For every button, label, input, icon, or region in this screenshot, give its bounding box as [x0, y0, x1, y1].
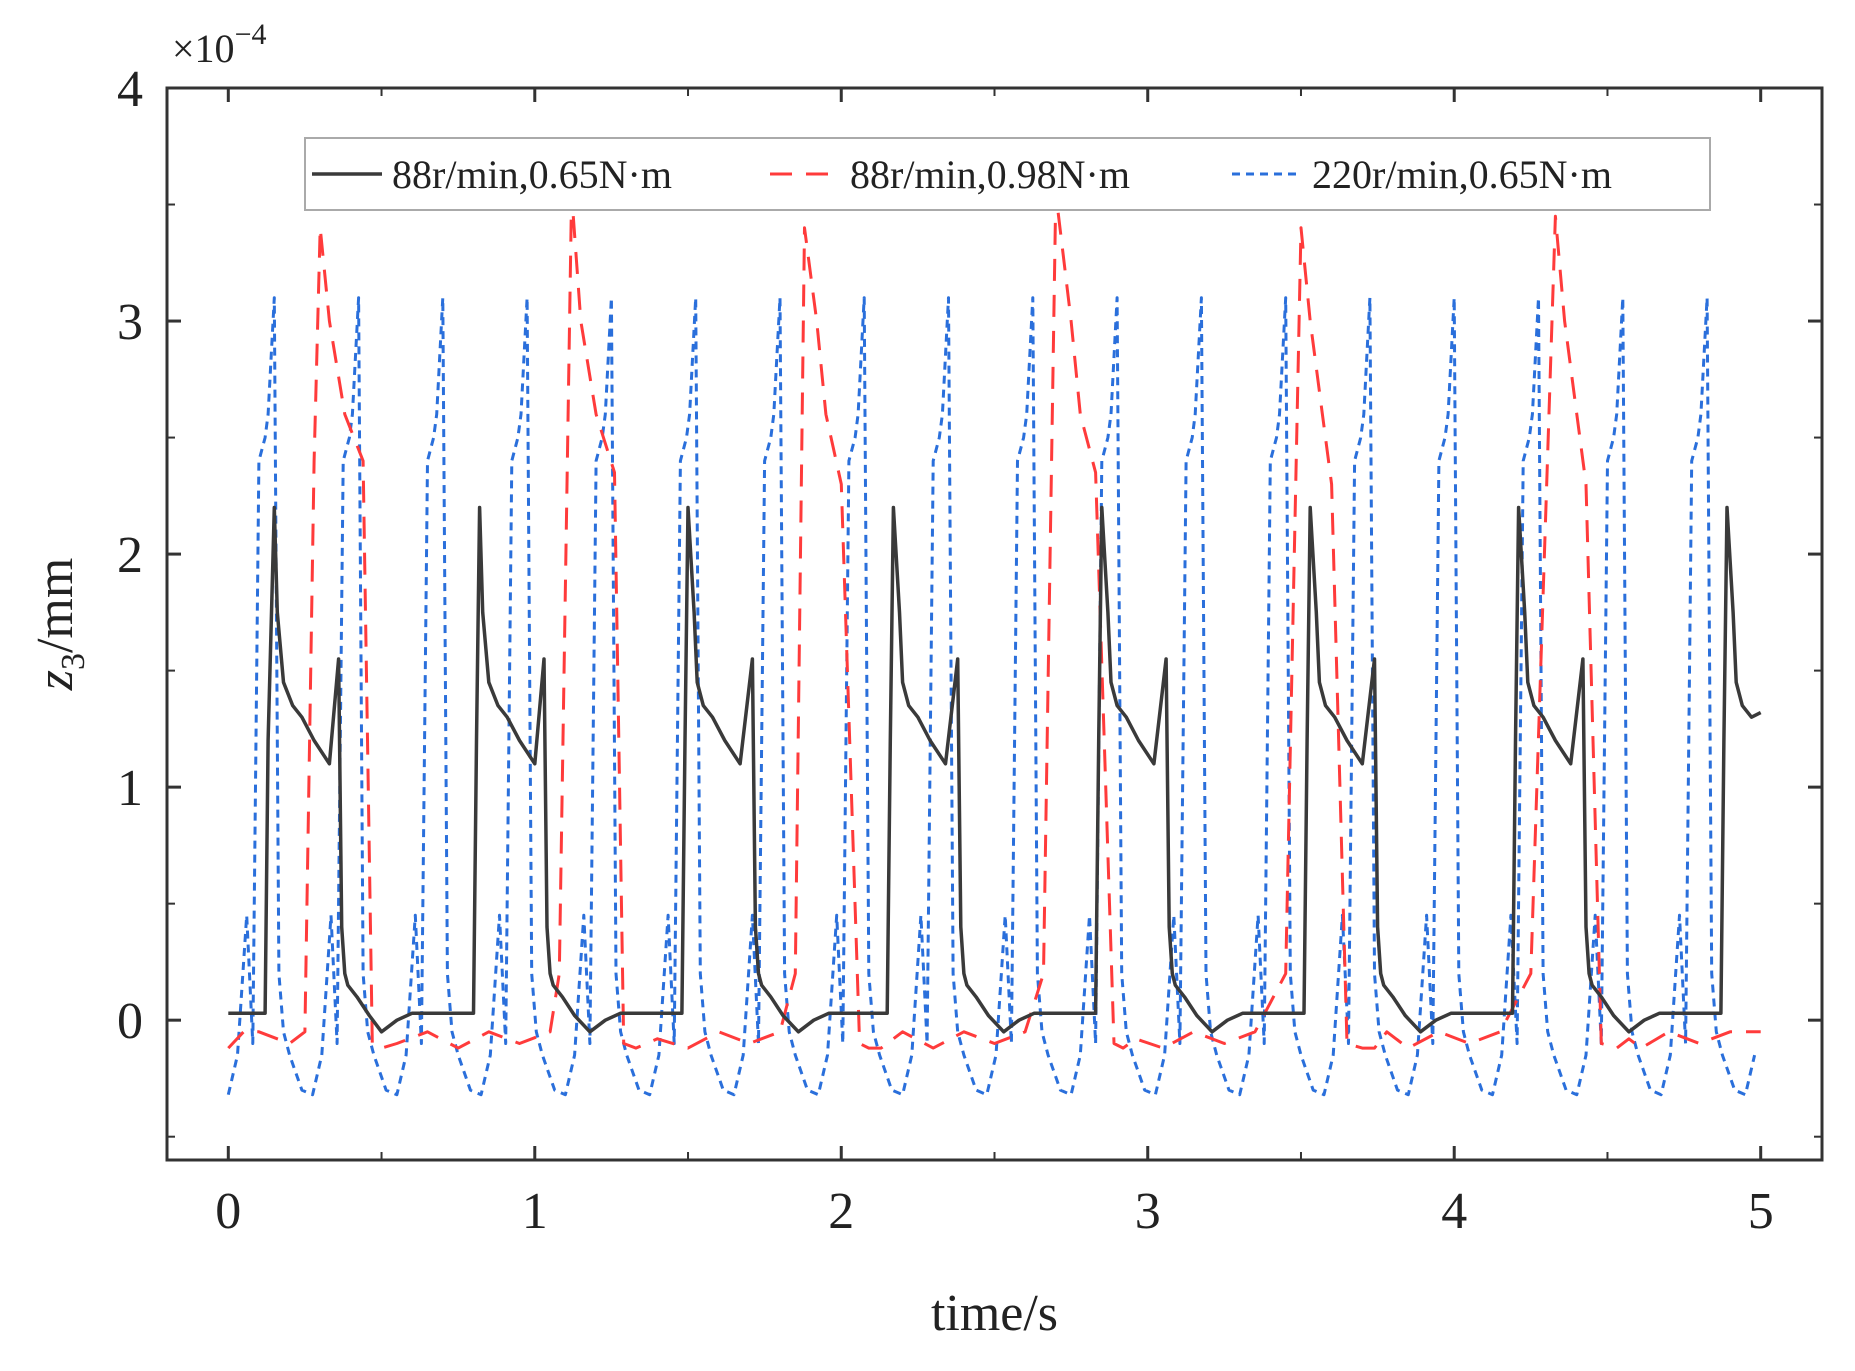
series-line-3 [226, 296, 1757, 1097]
legend: 88r/min,0.65N·m 88r/min,0.98N·m 220r/min,0… [304, 137, 1711, 211]
series-layer [226, 191, 1762, 1097]
series-line-1 [228, 505, 1762, 1034]
legend-box [304, 137, 1711, 211]
legend-label-2: 88r/min,0.98N·m [850, 152, 1130, 197]
y-tick-label: 0 [117, 993, 143, 1050]
y-axis-label-main: z [27, 670, 84, 691]
y-axis-multiplier: ×10−4 [172, 18, 266, 71]
x-tick-label: 4 [1441, 1183, 1467, 1240]
y-tick-label: 2 [117, 527, 143, 584]
y-tick-label: 1 [117, 760, 143, 817]
legend-label-3: 220r/min,0.65N·m [1312, 152, 1612, 197]
legend-label-1: 88r/min,0.65N·m [392, 152, 672, 197]
x-tick-label: 5 [1748, 1183, 1774, 1240]
y-axis-label-sub: 3 [55, 653, 92, 670]
y-multiplier-exponent: −4 [235, 18, 267, 51]
y-multiplier-base: ×10 [172, 26, 235, 71]
y-axis-label-unit: /mm [27, 558, 84, 653]
x-tick-label: 3 [1135, 1183, 1161, 1240]
x-axis: 0 1 2 3 4 5 [215, 88, 1774, 1240]
plot-frame [165, 86, 1824, 1162]
y-axis-label: z3/mm [27, 558, 92, 692]
x-tick-label: 0 [215, 1183, 241, 1240]
x-axis-label: time/s [931, 1285, 1058, 1342]
y-tick-label: 4 [117, 61, 143, 118]
x-tick-label: 2 [828, 1183, 854, 1240]
y-tick-label: 3 [117, 294, 143, 351]
y-axis: 0 1 2 3 4 [117, 61, 1822, 1138]
series-line-2 [227, 191, 1761, 1050]
x-tick-label: 1 [522, 1183, 548, 1240]
